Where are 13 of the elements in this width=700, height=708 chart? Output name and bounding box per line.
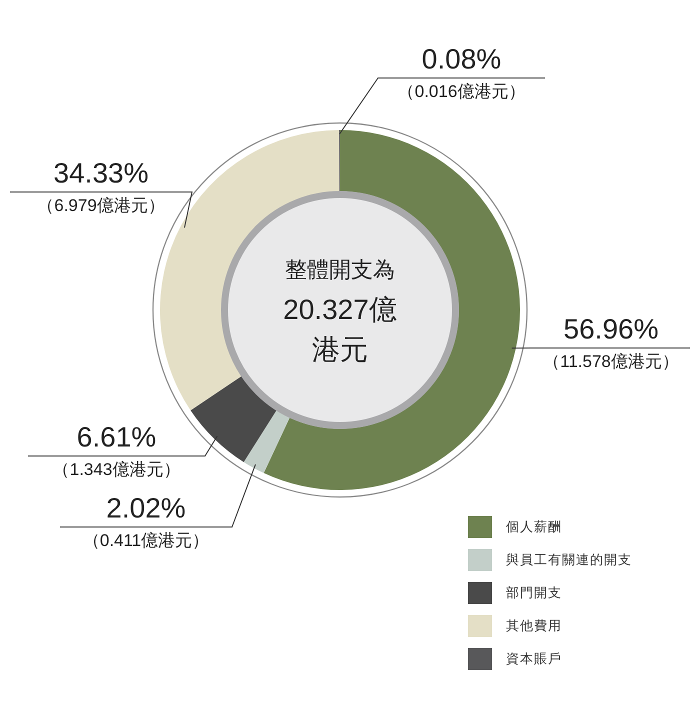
data-label: 56.96% （11.578億港元）: [543, 314, 679, 372]
data-label: 2.02% （0.411億港元）: [82, 492, 210, 550]
legend-label: 與員工有關連的開支: [506, 550, 632, 568]
text: 港元: [312, 332, 368, 367]
legend-label: 資本賬戶: [506, 650, 562, 668]
data-label: 0.08% （0.016億港元）: [398, 44, 526, 102]
data-label: 6.61% （1.343億港元）: [52, 422, 180, 480]
legend-label: 其他費用: [506, 616, 562, 634]
legend-label: 個人薪酬: [506, 518, 562, 536]
legend-label: 部門開支: [506, 584, 562, 602]
text: 整體開支為: [284, 256, 395, 284]
text: 20.327億: [283, 292, 397, 327]
data-label: 34.33% （6.979億港元）: [37, 158, 165, 216]
